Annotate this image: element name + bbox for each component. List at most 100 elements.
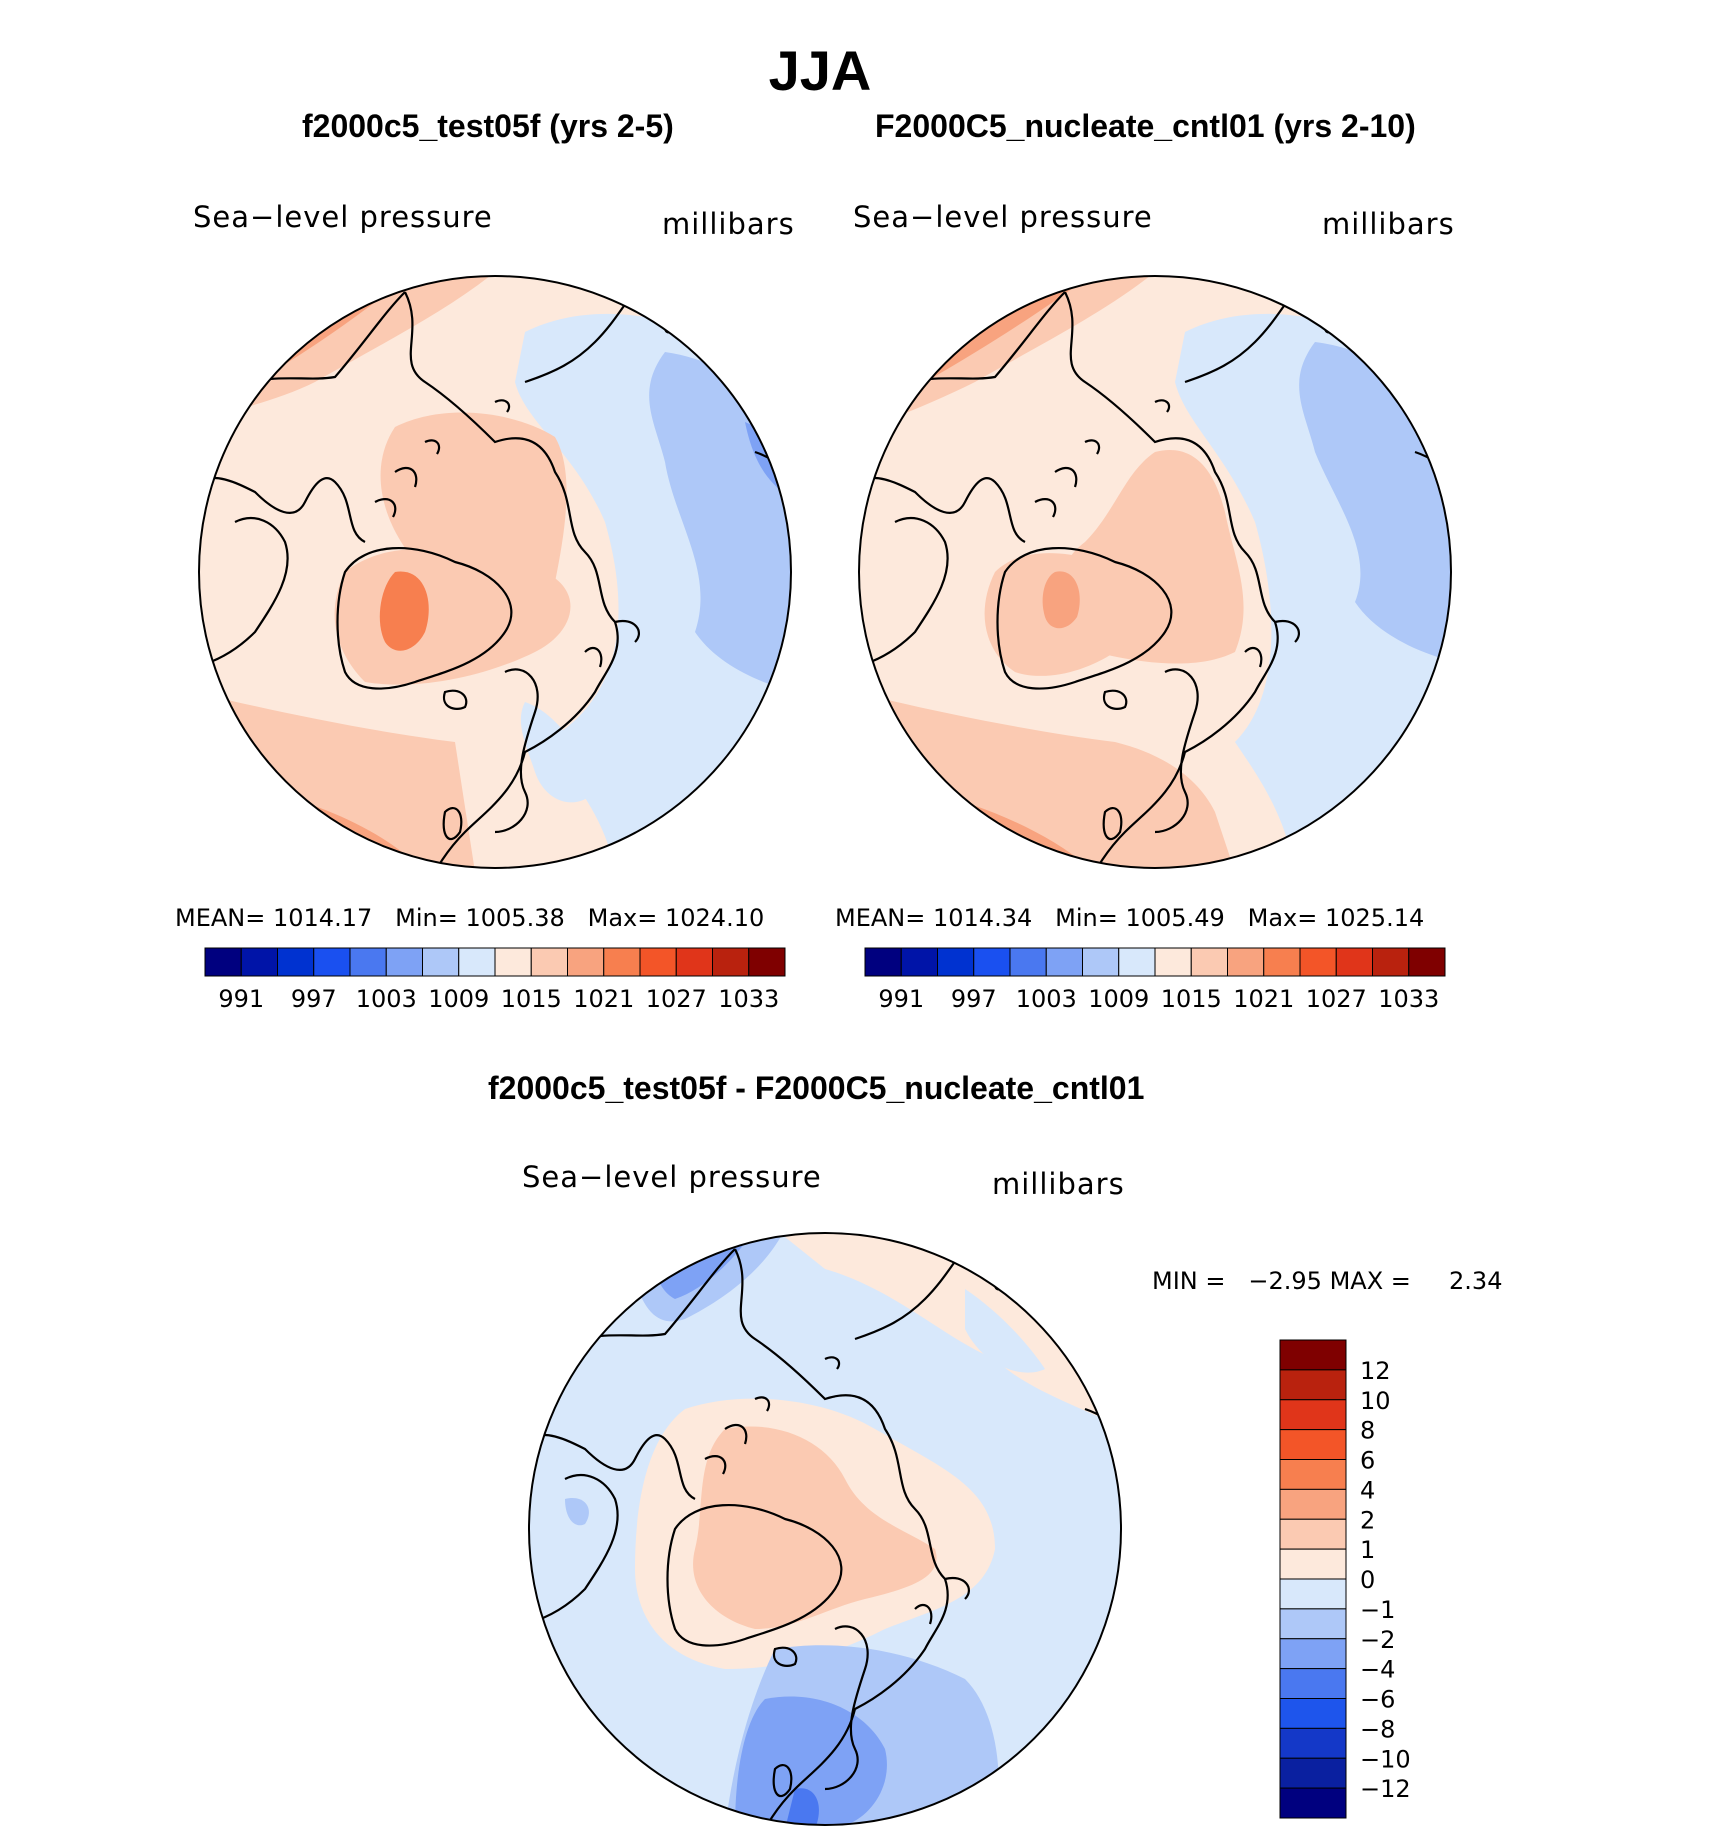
polar-map-diff	[528, 1232, 1122, 1826]
colorbar-tick-label: 991	[878, 985, 924, 1013]
colorbar-box	[1082, 947, 1120, 977]
colorbar-box	[1372, 947, 1410, 977]
fill-greenland-core	[1042, 571, 1080, 629]
colorbar-cntl: 991 997 1003 1009 1015 1021 1027 1033	[864, 947, 1446, 1013]
polar-map-test	[198, 275, 792, 869]
colorbar-box	[240, 947, 278, 977]
colorbar-box	[603, 947, 641, 977]
units-label-diff: millibars	[992, 1167, 1125, 1201]
colorbar-tick-label: −8	[1360, 1715, 1395, 1743]
mean-label: MEAN=	[175, 904, 266, 932]
colorbar-box	[1279, 1399, 1347, 1431]
colorbar-tick-label: 1033	[1378, 985, 1439, 1013]
colorbar-box	[530, 947, 568, 977]
min-label: Min=	[1055, 904, 1118, 932]
colorbar-box	[1045, 947, 1083, 977]
colorbar-box	[313, 947, 351, 977]
units-label-cntl: millibars	[1322, 207, 1455, 241]
colorbar-box	[748, 947, 786, 977]
colorbar-tick-label: 0	[1360, 1566, 1375, 1594]
min-value: 1005.49	[1125, 904, 1225, 932]
colorbar-tick-label: −2	[1360, 1626, 1395, 1654]
colorbar-tick-label: −1	[1360, 1596, 1395, 1624]
fill-europe-blue3	[785, 1788, 819, 1825]
colorbar-box	[277, 947, 315, 977]
colorbar-tick-label: 1015	[501, 985, 562, 1013]
min-value: −2.95	[1248, 1267, 1322, 1295]
colorbar-box	[675, 947, 713, 977]
fill-europe-blue	[520, 702, 595, 803]
colorbar-tick-label: 1003	[356, 985, 417, 1013]
max-label: Max=	[587, 904, 658, 932]
variable-label-cntl: Sea−level pressure	[853, 200, 1153, 234]
colorbar-box	[422, 947, 460, 977]
colorbar-tick-label: 1033	[718, 985, 779, 1013]
colorbar-tick-label: 1009	[1088, 985, 1149, 1013]
colorbar-box	[385, 947, 423, 977]
colorbar-tick-label: 1015	[1161, 985, 1222, 1013]
colorbar-box	[1279, 1459, 1347, 1490]
colorbar-tick-label: 1027	[646, 985, 707, 1013]
colorbar-box	[1335, 947, 1373, 977]
figure-title: JJA	[768, 39, 872, 102]
mean-value: 1014.17	[273, 904, 373, 932]
max-value: 1025.14	[1325, 904, 1425, 932]
colorbar-tick-label: 997	[951, 985, 997, 1013]
colorbar-box	[900, 947, 938, 977]
colorbar-box	[1279, 1608, 1347, 1640]
colorbar-box	[204, 947, 242, 977]
colorbar-box	[1263, 947, 1301, 977]
fill-arctic	[380, 412, 567, 593]
colorbar-tick-label: 10	[1360, 1387, 1391, 1415]
colorbar-box	[1279, 1668, 1347, 1699]
colorbar-box	[1009, 947, 1047, 977]
colorbar-box	[639, 947, 677, 977]
mean-label: MEAN=	[835, 904, 926, 932]
fill-europe-blue2	[735, 1696, 887, 1825]
colorbar-box	[1279, 1727, 1347, 1759]
max-label: MAX =	[1329, 1267, 1411, 1295]
stats-diff: MIN = −2.95 MAX = 2.34	[1152, 1267, 1502, 1295]
stats-test: MEAN= 1014.17 Min= 1005.38 Max= 1024.10	[175, 904, 764, 932]
colorbar-tick-label: 1027	[1306, 985, 1367, 1013]
colorbar-tick-label: 2	[1360, 1506, 1375, 1534]
colorbar-box	[1279, 1429, 1347, 1460]
fill-greenland-blue	[565, 1498, 589, 1526]
colorbar-tick-label: 4	[1360, 1476, 1375, 1504]
max-label: Max=	[1247, 904, 1318, 932]
colorbar-box	[1279, 1757, 1347, 1789]
min-label: Min=	[395, 904, 458, 932]
panel-title-diff: f2000c5_test05f - F2000C5_nucleate_cntl0…	[488, 1070, 1145, 1106]
fill-arctic-peach2	[693, 1426, 937, 1629]
colorbar-box	[1279, 1369, 1347, 1401]
colorbar-box	[712, 947, 750, 977]
stats-cntl: MEAN= 1014.34 Min= 1005.49 Max= 1025.14	[835, 904, 1424, 932]
colorbar-box	[1227, 947, 1265, 977]
fill-greenland-core	[379, 571, 429, 651]
colorbar-tick-label: −10	[1360, 1745, 1411, 1773]
colorbar-tick-label: 1021	[1233, 985, 1294, 1013]
colorbar-box	[1279, 1548, 1347, 1580]
panel-title-test: f2000c5_test05f (yrs 2-5)	[302, 108, 674, 144]
colorbar-box	[1279, 1787, 1347, 1819]
units-label-test: millibars	[662, 207, 795, 241]
polar-map-cntl	[858, 275, 1452, 869]
fill-europe	[1115, 742, 1235, 868]
colorbar-box	[1279, 1518, 1347, 1550]
colorbar-tick-label: −6	[1360, 1686, 1395, 1714]
colorbar-tick-label: −4	[1360, 1656, 1395, 1684]
colorbar-tick-label: 12	[1360, 1357, 1391, 1385]
colorbar-box	[1154, 947, 1192, 977]
colorbar-tick-label: 997	[291, 985, 337, 1013]
colorbar-tick-label: 1021	[573, 985, 634, 1013]
colorbar-tick-label: 1	[1360, 1536, 1375, 1564]
colorbar-box	[1279, 1638, 1347, 1670]
colorbar-box	[349, 947, 387, 977]
colorbar-tick-label: 1009	[428, 985, 489, 1013]
colorbar-box	[1279, 1578, 1347, 1610]
colorbar-box	[973, 947, 1011, 977]
colorbar-box	[1118, 947, 1156, 977]
colorbar-box	[1299, 947, 1337, 977]
colorbar-test: 991 997 1003 1009 1015 1021 1027 1033	[204, 947, 786, 1013]
